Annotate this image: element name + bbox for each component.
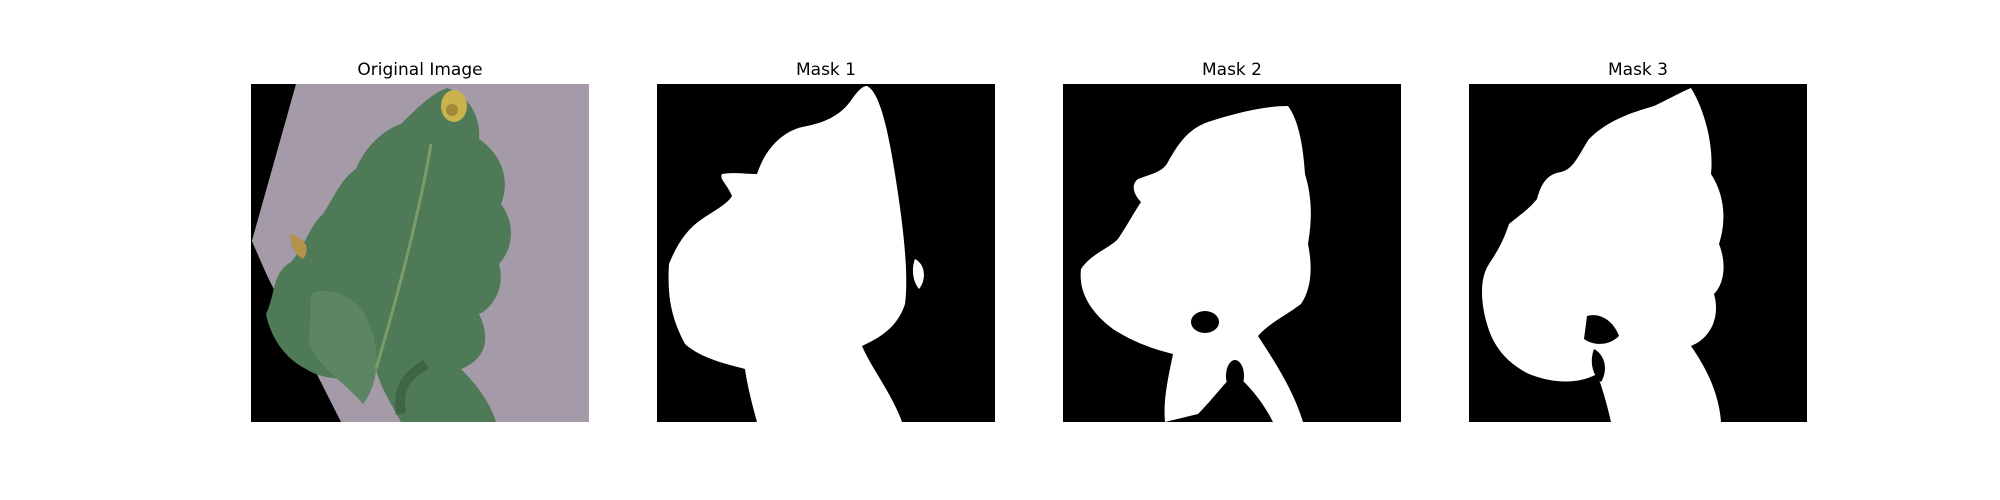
original-image [251, 84, 589, 422]
panel-title: Original Image [357, 60, 483, 80]
panel-title: Mask 1 [795, 60, 856, 80]
panel-title: Mask 2 [1201, 60, 1262, 80]
mask-3-image [1469, 84, 1807, 422]
mask-1-image [657, 84, 995, 422]
panel-mask-1: Mask 1 [657, 57, 995, 422]
panel-original-image: Original Image [251, 57, 589, 422]
mask-foreground [1080, 106, 1311, 422]
mask-2-image [1063, 84, 1401, 422]
mask-foreground [668, 86, 907, 422]
panel-mask-3: Mask 3 [1469, 57, 1807, 422]
mask-foreground [1482, 88, 1724, 422]
panel-mask-2: Mask 2 [1063, 57, 1401, 422]
panel-title: Mask 3 [1607, 60, 1668, 80]
